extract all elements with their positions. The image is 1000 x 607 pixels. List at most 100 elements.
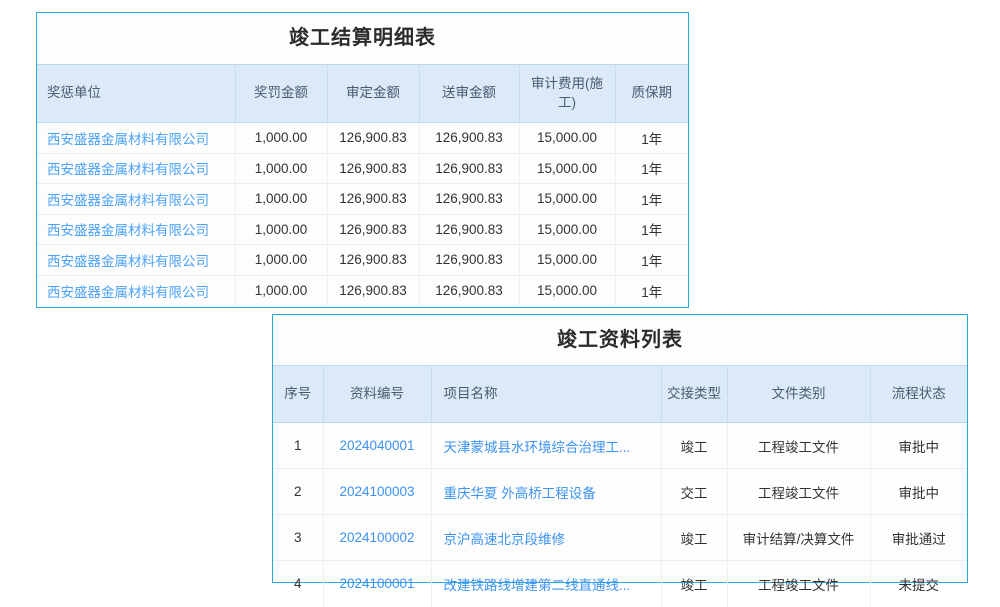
status-badge: 审批中 xyxy=(870,468,967,515)
cell-submitted: 126,900.83 xyxy=(419,244,520,276)
cell-submitted: 126,900.83 xyxy=(419,122,520,154)
unit-link[interactable]: 西安盛器金属材料有限公司 xyxy=(47,284,209,300)
docs-panel-title: 竣工资料列表 xyxy=(273,315,967,365)
cell-audit-fee: 15,000.00 xyxy=(519,153,616,184)
project-link[interactable]: 京沪高速北京段维修 xyxy=(443,531,566,547)
cell-audit-fee: 15,000.00 xyxy=(519,244,616,276)
table-row[interactable]: 西安盛器金属材料有限公司 1,000.00 126,900.83 126,900… xyxy=(37,183,688,215)
docs-table-body: 1 2024040001 天津蒙城县水环境综合治理工... 竣工 工程竣工文件 … xyxy=(273,422,967,607)
column-header-index[interactable]: 序号 xyxy=(273,365,324,423)
docs-table-header: 序号 资料编号 项目名称 交接类型 文件类别 流程状态 xyxy=(273,365,967,423)
cell-unit: 西安盛器金属材料有限公司 xyxy=(37,122,236,154)
cell-approved: 126,900.83 xyxy=(327,275,420,306)
cell-category: 工程竣工文件 xyxy=(727,422,871,469)
settlement-detail-panel: 竣工结算明细表 奖惩单位 奖罚金额 审定金额 送审金额 审计费用(施工) 质保期… xyxy=(36,12,689,308)
cell-fine: 1,000.00 xyxy=(235,214,328,245)
cell-unit: 西安盛器金属材料有限公司 xyxy=(37,214,236,245)
cell-unit: 西安盛器金属材料有限公司 xyxy=(37,244,236,276)
cell-approved: 126,900.83 xyxy=(327,183,420,215)
cell-approved: 126,900.83 xyxy=(327,153,420,184)
cell-handover: 竣工 xyxy=(661,514,728,561)
cell-project: 重庆华夏 外高桥工程设备 xyxy=(431,468,662,515)
cell-submitted: 126,900.83 xyxy=(419,153,520,184)
cell-fine: 1,000.00 xyxy=(235,122,328,154)
doc-code-link[interactable]: 2024100001 xyxy=(339,576,415,592)
cell-warranty: 1年 xyxy=(641,284,663,300)
cell-warranty: 1年 xyxy=(615,214,688,245)
cell-category: 审计结算/决算文件 xyxy=(727,514,871,561)
cell-category: 工程竣工文件 xyxy=(727,468,871,515)
unit-link[interactable]: 西安盛器金属材料有限公司 xyxy=(47,192,209,208)
table-row[interactable]: 3 2024100002 京沪高速北京段维修 竣工 审计结算/决算文件 审批通过 xyxy=(273,514,967,561)
cell-warranty: 1年 xyxy=(615,153,688,184)
cell-audit-fee: 15,000.00 xyxy=(519,122,616,154)
cell-fine: 1,000.00 xyxy=(235,183,328,215)
table-row[interactable]: 西安盛器金属材料有限公司 1,000.00 126,900.83 126,900… xyxy=(37,244,688,276)
cell-project: 京沪高速北京段维修 xyxy=(431,514,662,561)
table-row[interactable]: 4 2024100001 改建铁路线增建第二线直通线... 竣工 工程竣工文件 … xyxy=(273,560,967,607)
doc-code-link[interactable]: 2024100003 xyxy=(339,484,415,499)
column-header-status[interactable]: 流程状态 xyxy=(870,365,967,423)
cell-index: 2 xyxy=(273,468,324,515)
unit-link[interactable]: 西安盛器金属材料有限公司 xyxy=(47,131,209,147)
cell-audit-fee: 15,000.00 xyxy=(519,214,616,245)
column-header-audit-fee[interactable]: 审计费用(施工) xyxy=(519,64,616,123)
column-header-doc-code[interactable]: 资料编号 xyxy=(323,365,432,423)
cell-handover: 竣工 xyxy=(661,422,728,469)
cell-handover: 交工 xyxy=(661,468,728,515)
cell-submitted: 126,900.83 xyxy=(419,214,520,245)
table-row[interactable]: 西安盛器金属材料有限公司 1,000.00 126,900.83 126,900… xyxy=(37,275,688,306)
project-link[interactable]: 重庆华夏 外高桥工程设备 xyxy=(443,485,596,501)
column-header-handover[interactable]: 交接类型 xyxy=(661,365,728,423)
completion-docs-panel: 竣工资料列表 序号 资料编号 项目名称 交接类型 文件类别 流程状态 1 202… xyxy=(272,314,968,607)
project-link[interactable]: 天津蒙城县水环境综合治理工... xyxy=(443,439,631,455)
column-header-warranty[interactable]: 质保期 xyxy=(615,64,688,123)
column-header-category[interactable]: 文件类别 xyxy=(727,365,871,423)
cell-warranty: 1年 xyxy=(615,122,688,154)
cell-audit-fee: 15,000.00 xyxy=(519,183,616,215)
cell-doc-code: 2024100002 xyxy=(323,514,432,561)
cell-warranty: 1年 xyxy=(615,244,688,276)
table-row[interactable]: 西安盛器金属材料有限公司 1,000.00 126,900.83 126,900… xyxy=(37,122,688,154)
status-badge: 审批中 xyxy=(870,422,967,469)
cell-handover: 竣工 xyxy=(661,560,728,607)
unit-link[interactable]: 西安盛器金属材料有限公司 xyxy=(47,223,209,239)
cell-unit: 西安盛器金属材料有限公司 xyxy=(37,183,236,215)
unit-link[interactable]: 西安盛器金属材料有限公司 xyxy=(47,253,209,269)
cell-index: 3 xyxy=(273,514,324,561)
cell-fine: 1,000.00 xyxy=(235,153,328,184)
settlement-panel-title: 竣工结算明细表 xyxy=(37,13,688,64)
docs-header-row: 序号 资料编号 项目名称 交接类型 文件类别 流程状态 xyxy=(273,365,967,423)
cell-audit-fee: 15,000.00 xyxy=(519,275,616,306)
cell-doc-code: 2024100001 xyxy=(323,560,432,607)
project-link[interactable]: 改建铁路线增建第二线直通线... xyxy=(443,577,631,593)
cell-category: 工程竣工文件 xyxy=(727,560,871,607)
cell-doc-code: 2024100003 xyxy=(323,468,432,515)
cell-submitted: 126,900.83 xyxy=(419,275,520,306)
docs-table: 序号 资料编号 项目名称 交接类型 文件类别 流程状态 1 2024040001… xyxy=(273,365,967,607)
cell-fine: 1,000.00 xyxy=(235,244,328,276)
table-row[interactable]: 1 2024040001 天津蒙城县水环境综合治理工... 竣工 工程竣工文件 … xyxy=(273,422,967,469)
cell-approved: 126,900.83 xyxy=(327,122,420,154)
table-row[interactable]: 2 2024100003 重庆华夏 外高桥工程设备 交工 工程竣工文件 审批中 xyxy=(273,468,967,515)
cell-project: 天津蒙城县水环境综合治理工... xyxy=(431,422,662,469)
column-header-submitted[interactable]: 送审金额 xyxy=(419,64,520,123)
column-header-approved[interactable]: 审定金额 xyxy=(327,64,420,123)
column-header-project[interactable]: 项目名称 xyxy=(431,365,662,423)
column-header-fine[interactable]: 奖罚金额 xyxy=(235,64,328,123)
doc-code-link[interactable]: 2024040001 xyxy=(339,438,415,453)
cell-unit: 西安盛器金属材料有限公司 xyxy=(37,153,236,184)
cell-approved: 126,900.83 xyxy=(327,244,420,276)
cell-unit: 西安盛器金属材料有限公司 xyxy=(37,275,236,306)
cell-submitted: 126,900.83 xyxy=(419,183,520,215)
cell-project: 改建铁路线增建第二线直通线... xyxy=(431,560,662,607)
column-header-unit[interactable]: 奖惩单位 xyxy=(37,64,236,123)
cell-warranty: 1年 xyxy=(615,183,688,215)
cell-index: 4 xyxy=(273,560,324,607)
table-row[interactable]: 西安盛器金属材料有限公司 1,000.00 126,900.83 126,900… xyxy=(37,153,688,184)
settlement-table: 奖惩单位 奖罚金额 审定金额 送审金额 审计费用(施工) 质保期 西安盛器金属材… xyxy=(37,64,688,306)
doc-code-link[interactable]: 2024100002 xyxy=(339,530,415,545)
settlement-table-body: 西安盛器金属材料有限公司 1,000.00 126,900.83 126,900… xyxy=(37,122,688,306)
unit-link[interactable]: 西安盛器金属材料有限公司 xyxy=(47,162,209,178)
table-row[interactable]: 西安盛器金属材料有限公司 1,000.00 126,900.83 126,900… xyxy=(37,214,688,245)
